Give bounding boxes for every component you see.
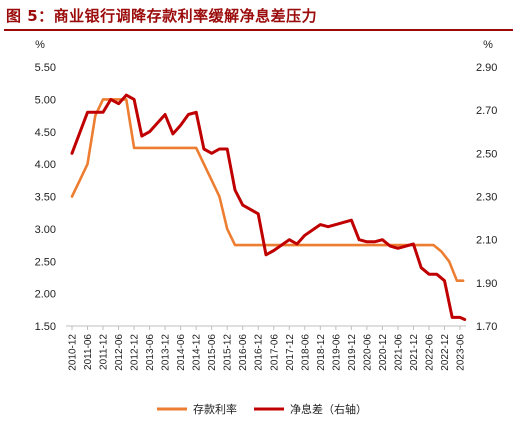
right-tick-label: 2.10 [476, 235, 497, 247]
x-tick-label: 2016-06 [238, 334, 249, 371]
x-tick-label: 2013-12 [161, 334, 172, 371]
left-axis-unit: % [35, 39, 45, 51]
x-tick-label: 2015-06 [207, 334, 218, 371]
left-tick-label: 4.00 [35, 159, 56, 171]
x-tick-label: 2011-06 [83, 334, 94, 370]
x-tick-label: 2020-06 [362, 334, 373, 371]
x-tick-label: 2017-06 [269, 334, 280, 371]
x-axis-ticks: 2010-12 2011-06 2011-12 2012-06 2012-12 2013-… [68, 326, 467, 371]
series-line-net-interest-margin [70, 93, 467, 321]
left-tick-label: 3.00 [35, 224, 56, 236]
legend-label: 存款利率 [193, 402, 237, 416]
x-tick-label: 2022-12 [440, 334, 451, 371]
x-tick-label: 2018-06 [300, 334, 311, 371]
right-axis-unit: % [483, 39, 493, 51]
chart-legend: 存款利率 净息差（右轴） [157, 402, 367, 416]
x-tick-label: 2021-06 [393, 334, 404, 371]
x-tick-label: 2022-06 [424, 334, 435, 371]
x-tick-label: 2015-12 [223, 334, 234, 371]
right-tick-label: 2.70 [476, 105, 497, 117]
x-tick-label: 2014-06 [176, 334, 187, 371]
chart-title: 图 5：商业银行调降存款利率缓解净息差压力 [6, 7, 318, 25]
right-tick-label: 2.90 [476, 62, 497, 74]
title-divider [4, 29, 513, 31]
left-tick-label: 1.50 [35, 321, 56, 333]
x-tick-label: 2014-12 [192, 334, 203, 371]
left-axis-ticks: 1.50 2.00 2.50 3.00 3.50 4.00 4.50 5.00 5.50 [35, 62, 56, 333]
x-tick-label: 2010-12 [68, 334, 79, 371]
left-tick-label: 2.00 [35, 289, 56, 301]
x-tick-label: 2012-06 [114, 334, 125, 371]
right-tick-label: 2.30 [476, 192, 497, 204]
right-tick-label: 1.70 [476, 321, 497, 333]
x-tick-label: 2013-06 [145, 334, 156, 371]
legend-label: 净息差（右轴） [290, 402, 367, 416]
right-tick-label: 1.90 [476, 278, 497, 290]
left-tick-label: 4.50 [35, 127, 56, 139]
x-tick-label: 2017-12 [285, 334, 296, 371]
left-tick-label: 3.50 [35, 192, 56, 204]
x-tick-label: 2019-12 [347, 334, 358, 371]
left-tick-label: 2.50 [35, 256, 56, 268]
x-tick-label: 2020-12 [378, 334, 389, 371]
right-tick-label: 2.50 [476, 148, 497, 160]
figure-header: 图 5：商业银行调降存款利率缓解净息差压力 [0, 0, 517, 31]
x-tick-label: 2011-12 [99, 334, 110, 370]
series-lines [70, 93, 467, 321]
x-tick-label: 2023-06 [456, 334, 467, 371]
x-tick-label: 2021-12 [409, 334, 420, 371]
x-tick-label: 2016-12 [254, 334, 265, 371]
x-tick-label: 2019-06 [331, 334, 342, 371]
left-tick-label: 5.00 [35, 94, 56, 106]
right-axis-ticks: 1.70 1.90 2.10 2.30 2.50 2.70 2.90 [476, 62, 497, 333]
left-tick-label: 5.50 [35, 62, 56, 74]
x-tick-label: 2018-12 [316, 334, 327, 371]
x-tick-label: 2012-12 [130, 334, 141, 371]
